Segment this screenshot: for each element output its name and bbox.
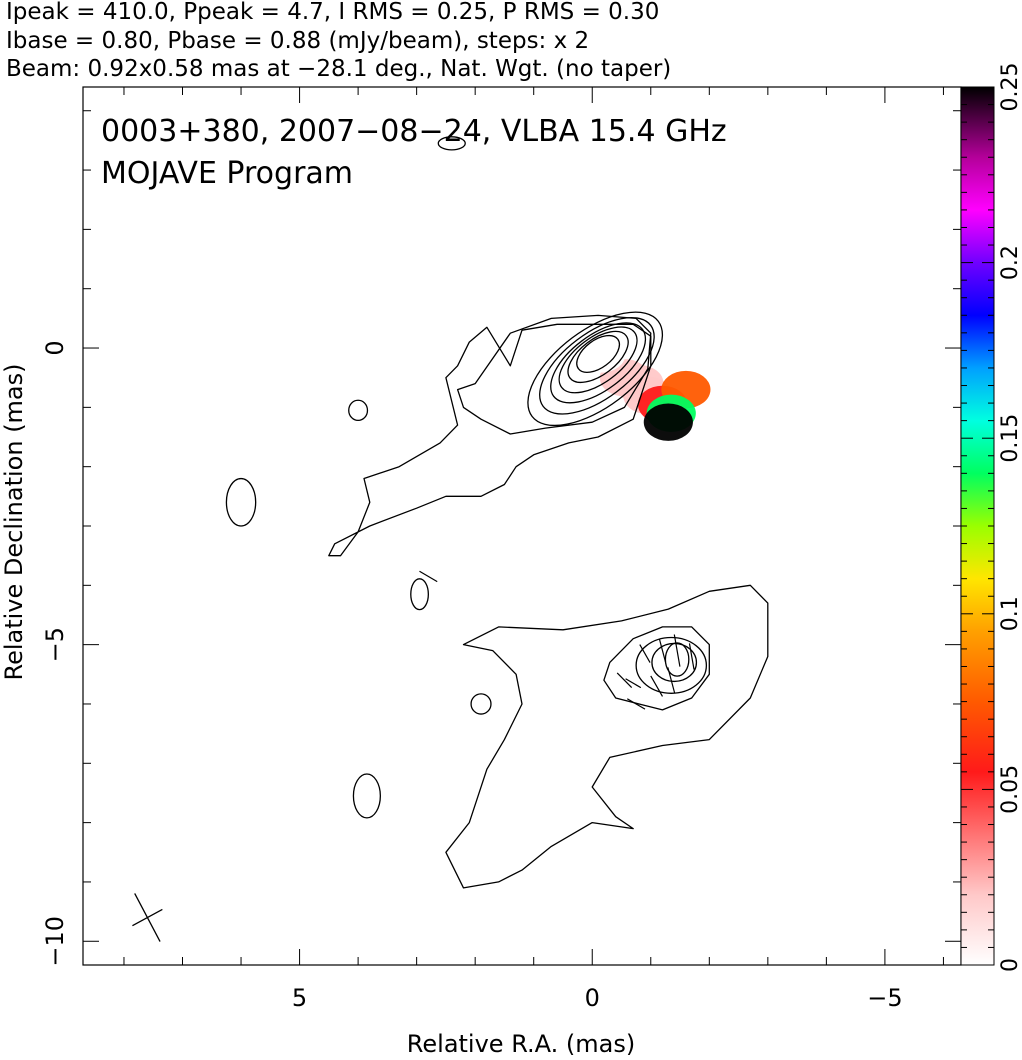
evpa-tick — [639, 644, 651, 663]
beam-marker — [132, 893, 163, 942]
x-tick-label: −5 — [867, 984, 902, 1012]
island-contour — [225, 477, 257, 527]
colorbar-tick-label: 0 — [998, 958, 1022, 972]
stokes-i-contours — [225, 136, 769, 889]
axis-ticks — [83, 87, 961, 965]
jet-outer-contour — [445, 584, 769, 889]
island-contour — [437, 136, 466, 151]
colorbar-tick-label: 0.25 — [998, 63, 1022, 112]
island-contour — [410, 578, 429, 611]
island-contour — [470, 693, 492, 715]
x-tick-label: 0 — [585, 984, 600, 1012]
evpa-vectors — [419, 570, 695, 710]
island-contour — [352, 773, 381, 819]
y-tick-label: −10 — [41, 916, 69, 967]
core-contour — [539, 317, 655, 415]
core-contour — [558, 326, 638, 394]
colorbar-tick-label: 0.15 — [998, 414, 1022, 463]
axis-tick-labels: 5 0 −5 0 −5 −10 — [41, 340, 903, 1012]
core-contour — [567, 330, 629, 384]
evpa-tick — [673, 634, 681, 667]
evpa-tick — [688, 643, 695, 670]
island-contour — [348, 399, 369, 422]
core-outer-contour — [456, 314, 652, 435]
polarization-pixel — [643, 403, 693, 441]
source-title: 0003+380, 2007−08−24, VLBA 15.4 GHz — [101, 114, 727, 149]
jet-knot-contour — [635, 636, 708, 694]
evpa-tick — [616, 672, 633, 689]
colorbar-ticks — [961, 86, 994, 966]
beam-minor-axis — [132, 908, 163, 927]
header-line-3: Beam: 0.92x0.58 mas at −28.1 deg., Nat. … — [6, 56, 671, 82]
x-axis-label: Relative R.A. (mas) — [407, 1030, 635, 1058]
core-contour — [550, 322, 647, 404]
evpa-tick — [419, 570, 438, 583]
colorbar-tick-label: 0.2 — [998, 245, 1022, 280]
evpa-tick — [626, 698, 646, 710]
core-contour — [527, 311, 664, 427]
y-tick-label: 0 — [41, 340, 69, 355]
y-axis-label: Relative Declination (mas) — [0, 363, 28, 680]
evpa-tick — [650, 675, 664, 697]
evpa-tick — [625, 678, 642, 689]
jet-outer-contour — [603, 626, 710, 711]
plot-frame — [82, 86, 962, 966]
colorbar-tick-label: 0.05 — [998, 765, 1022, 814]
evpa-tick — [667, 667, 676, 694]
colorbar-tick-labels: 0 0.05 0.1 0.15 0.2 0.25 — [998, 63, 1022, 972]
header-line-2: Ibase = 0.80, Pbase = 0.88 (mJy/beam), s… — [6, 28, 589, 54]
x-tick-label: 5 — [292, 984, 307, 1012]
evpa-tick — [658, 638, 667, 663]
core-contour — [576, 334, 621, 373]
colorbar-tick-label: 0.1 — [998, 596, 1022, 631]
header-line-1: Ipeak = 410.0, Ppeak = 4.7, I RMS = 0.25… — [6, 0, 659, 25]
program-label: MOJAVE Program — [101, 156, 353, 191]
y-tick-label: −5 — [41, 627, 69, 662]
